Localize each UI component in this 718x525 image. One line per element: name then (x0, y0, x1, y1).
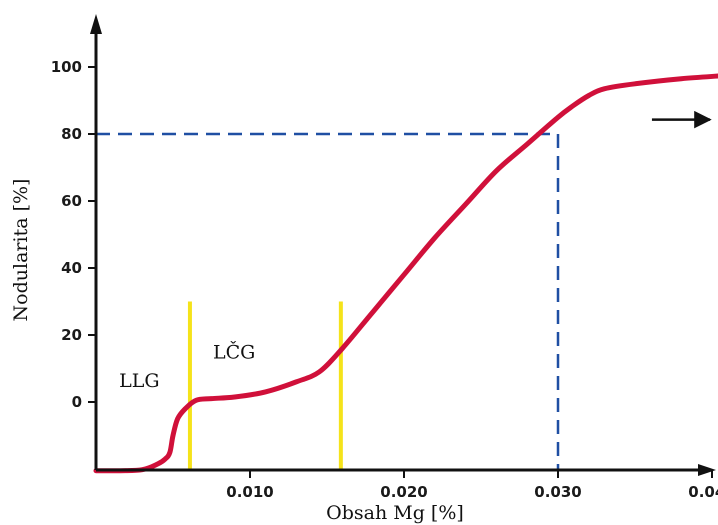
axes (90, 14, 716, 476)
y-axis-arrow-icon (90, 14, 102, 34)
region-boundaries (187, 301, 343, 470)
x-ticks: 0.010 0.020 0.030 0.040 (226, 470, 718, 501)
x-axis-arrow-icon (698, 464, 716, 476)
x-tick-label: 0.030 (534, 483, 581, 501)
y-tick-label: 60 (61, 192, 82, 210)
series-line-1 (93, 73, 718, 474)
x-tick-label: 0.020 (380, 483, 427, 501)
y-tick-label: 40 (61, 259, 82, 277)
y-ticks: 0 20 40 60 80 100 (51, 58, 96, 411)
x-tick-label: 0.040 (688, 483, 718, 501)
annotations: LLGLČGLKG (119, 110, 718, 392)
annotation-label: LČG (213, 340, 255, 363)
x-tick-label: 0.010 (226, 483, 273, 501)
series-group (93, 73, 718, 474)
x-axis-title: Obsah Mg [%] (326, 502, 464, 524)
y-tick-label: 0 (72, 393, 82, 411)
y-tick-label: 20 (61, 326, 82, 344)
y-tick-label: 100 (51, 58, 82, 76)
annotation-label: LLG (119, 370, 159, 392)
y-tick-label: 80 (61, 125, 82, 143)
reference-lines (96, 132, 560, 470)
y-axis-title: Nodularita [%] (10, 179, 32, 322)
